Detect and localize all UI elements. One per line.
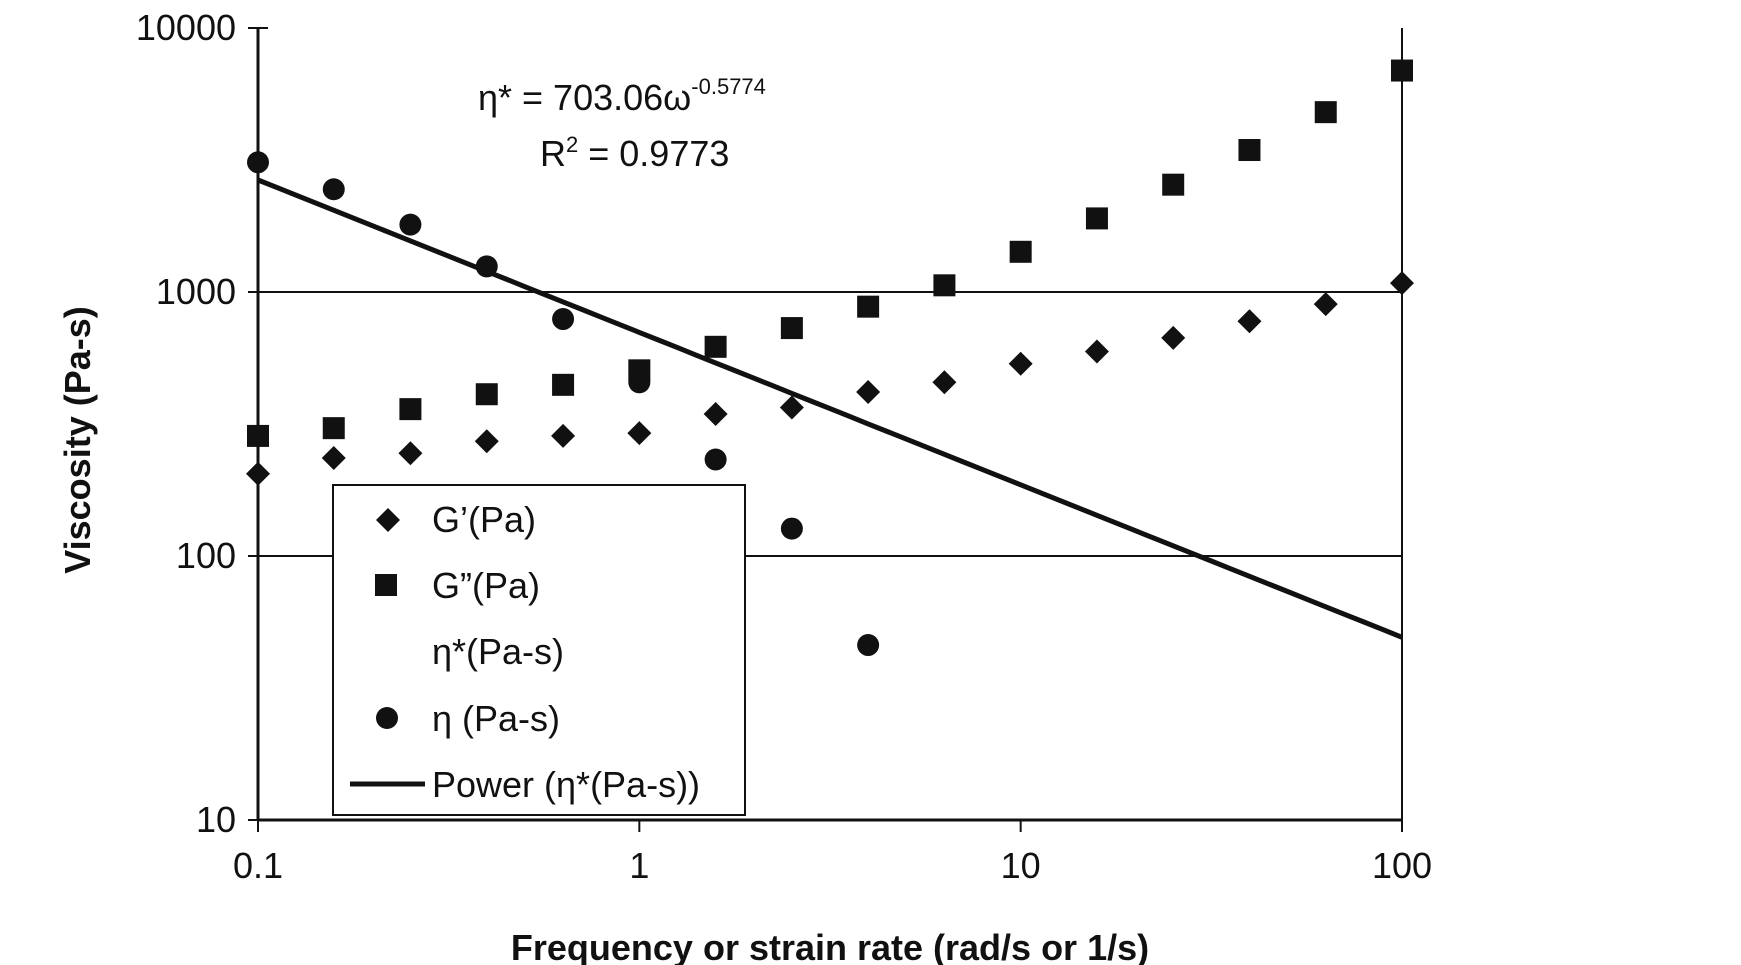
legend-label-gdoubleprime: G”(Pa): [432, 565, 540, 606]
gprime-point: [932, 370, 957, 395]
legend-label-eta: η (Pa-s): [432, 698, 560, 739]
gdoubleprime-point: [399, 398, 422, 421]
gprime-point: [703, 402, 728, 427]
r2-main: R: [540, 133, 566, 174]
legend-label-power-fit: Power (η*(Pa-s)): [432, 764, 700, 805]
data-points: [246, 59, 1414, 657]
gprime-point: [1237, 309, 1262, 334]
power-fit-layer: [257, 177, 1403, 640]
fit-equation-main: η* = 703.06ω: [478, 77, 691, 118]
gprime-point: [1084, 339, 1109, 364]
fit-r-squared: R2 = 0.9773: [540, 132, 729, 174]
gdoubleprime-point: [322, 417, 345, 440]
gprime-point: [474, 429, 499, 454]
x-tick-label: 1: [629, 845, 649, 886]
eta-point: [475, 255, 498, 278]
eta-point: [247, 151, 269, 174]
gdoubleprime-point: [1009, 240, 1032, 263]
gdoubleprime-point: [857, 295, 880, 318]
eta-point: [322, 178, 345, 201]
y-tick-label: 10000: [136, 7, 236, 48]
x-axis-title: Frequency or strain rate (rad/s or 1/s): [511, 927, 1149, 965]
gprime-point: [1313, 292, 1338, 317]
gdoubleprime-point: [475, 383, 498, 406]
eta-point: [399, 213, 422, 236]
x-tick-label: 0.1: [233, 845, 283, 886]
gdoubleprime-point: [1391, 59, 1413, 82]
gdoubleprime-point: [1085, 207, 1108, 230]
legend-label-gprime: G’(Pa): [432, 499, 536, 540]
power-fit-line: [257, 177, 1403, 640]
eta-point: [552, 308, 575, 331]
legend-marker-square: [375, 574, 397, 596]
gdoubleprime-point: [780, 317, 803, 340]
gprime-point: [246, 461, 270, 486]
gprime-point: [856, 380, 881, 405]
y-tick-label: 1000: [156, 271, 236, 312]
legend-marker-diamond: [376, 508, 400, 532]
legend-box: [332, 484, 746, 816]
gprime-point: [1008, 351, 1033, 376]
eta-point: [780, 517, 803, 540]
legend-marker-circle: [376, 707, 398, 729]
fit-equation: η* = 703.06ω-0.5774: [478, 74, 766, 118]
y-tick-label: 100: [176, 535, 236, 576]
gdoubleprime-point: [704, 335, 727, 358]
gdoubleprime-point: [1314, 101, 1337, 124]
gdoubleprime-point: [1238, 139, 1261, 162]
eta-point: [704, 448, 727, 471]
eta-point: [857, 634, 880, 657]
tick-labels: 10 100 1000 10000 0.1 1 10 100: [136, 7, 1432, 886]
y-axis-title: Viscosity (Pa-s): [57, 306, 98, 573]
r2-superscript: 2: [566, 132, 578, 157]
gprime-point: [1390, 271, 1414, 296]
gdoubleprime-point: [933, 274, 956, 297]
gprime-point: [627, 421, 652, 446]
r2-value: = 0.9773: [578, 133, 729, 174]
y-tick-label: 10: [196, 799, 236, 840]
gprime-point: [779, 395, 804, 420]
x-tick-label: 10: [1001, 845, 1041, 886]
gprime-point: [321, 446, 346, 471]
legend-label-eta-star: η*(Pa-s): [432, 631, 564, 672]
gdoubleprime-point: [1162, 173, 1185, 196]
gdoubleprime-point: [552, 373, 575, 396]
legend: G’(Pa) G”(Pa) η*(Pa-s) η (Pa-s) Power (η…: [332, 484, 746, 816]
eta-point: [628, 371, 651, 394]
gprime-point: [1161, 325, 1186, 350]
gprime-point: [551, 423, 576, 448]
gprime-point: [398, 441, 423, 466]
gdoubleprime-point: [247, 424, 269, 447]
fit-equation-exponent: -0.5774: [691, 74, 766, 99]
x-tick-label: 100: [1372, 845, 1432, 886]
